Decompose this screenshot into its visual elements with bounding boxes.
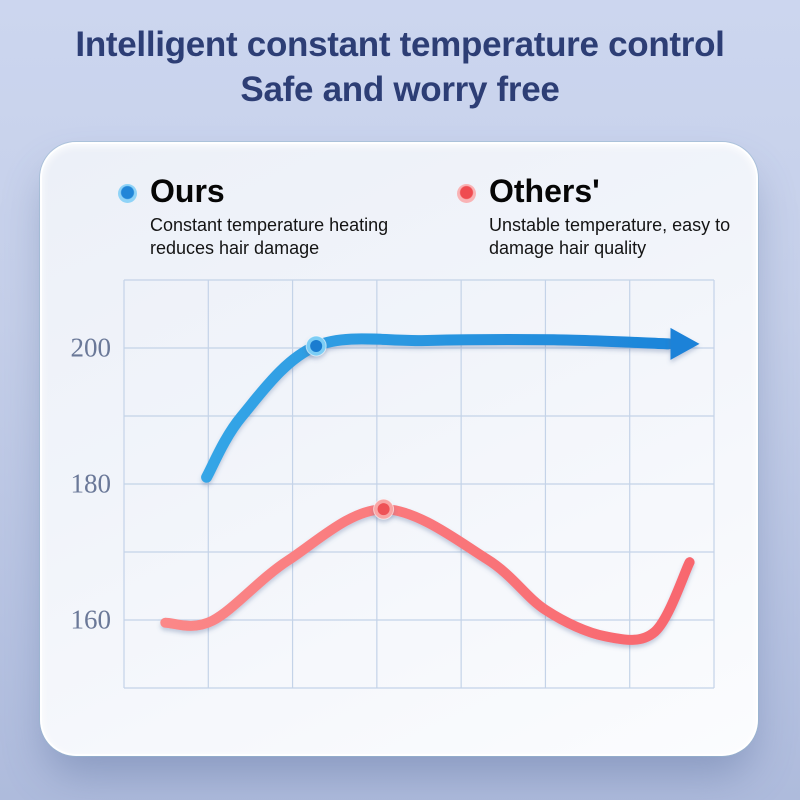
ours-description-line-1: Constant temperature heating: [150, 215, 389, 235]
comparison-card: Ours Constant temperature heating reduce…: [40, 142, 758, 756]
page-title-line-1: Intelligent constant temperature control: [75, 25, 725, 64]
series-line-others: [160, 504, 695, 645]
y-tick-label: 160: [70, 604, 112, 635]
others-dot-icon: [457, 184, 476, 203]
others-description-line-2: damage hair quality: [489, 238, 647, 258]
others-description: Unstable temperature, easy to damage hai…: [489, 214, 730, 260]
series-line-ours: [201, 333, 674, 483]
ours-arrow-icon: [670, 327, 700, 360]
grid-lines: [123, 279, 715, 689]
others-legend-text: Others' Unstable temperature, easy to da…: [489, 172, 730, 260]
y-tick-label: 180: [70, 468, 112, 499]
legend-item-others: Others' Unstable temperature, easy to da…: [457, 172, 730, 260]
others-marker-inner: [377, 503, 390, 516]
ours-description: Constant temperature heating reduces hai…: [150, 214, 388, 260]
ours-marker-inner: [310, 339, 323, 352]
chart-series: [160, 327, 700, 645]
temperature-chart: 200 180 160: [71, 279, 715, 689]
page-header: Intelligent constant temperature control…: [0, 22, 800, 112]
others-label: Others': [489, 173, 600, 209]
y-tick-label: 200: [70, 332, 112, 363]
others-description-line-1: Unstable temperature, easy to: [489, 215, 731, 235]
page-title-line-2: Safe and worry free: [240, 70, 560, 109]
ours-legend-text: Ours Constant temperature heating reduce…: [150, 172, 388, 260]
chart-svg: [123, 279, 715, 689]
ours-description-line-2: reduces hair damage: [150, 238, 320, 258]
legend-item-ours: Ours Constant temperature heating reduce…: [118, 172, 388, 260]
ours-dot-icon: [118, 184, 137, 203]
ours-label: Ours: [150, 173, 225, 209]
